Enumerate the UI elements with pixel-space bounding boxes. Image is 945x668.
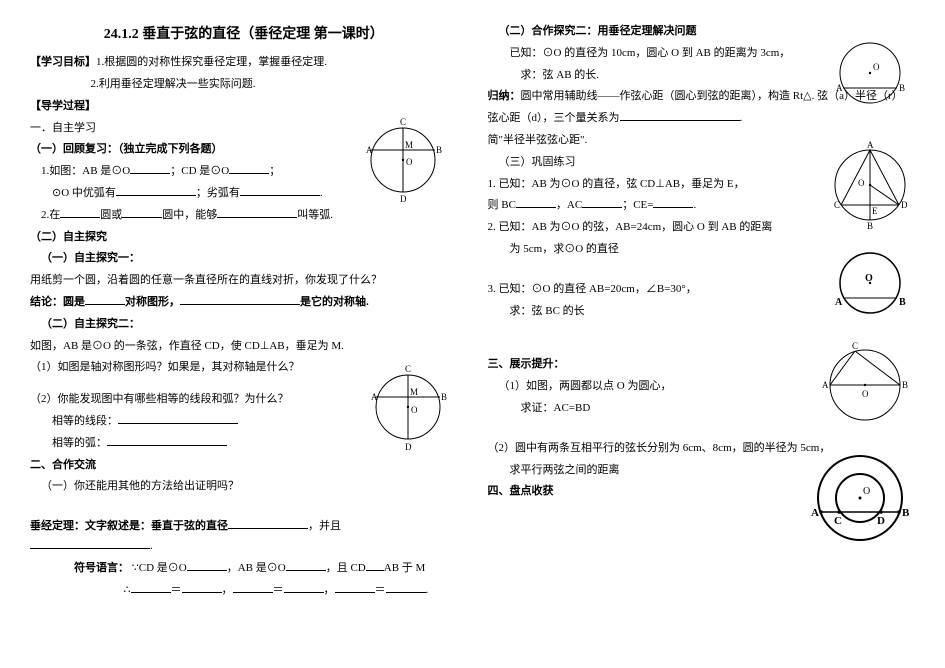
- svg-text:A: A: [867, 140, 874, 150]
- svg-text:B: B: [436, 145, 442, 155]
- explore1-heading: （一）自主探究一：: [30, 249, 458, 269]
- svg-text:O: O: [858, 178, 865, 188]
- left-column: 24.1.2 垂直于弦的直径（垂径定理 第一课时） 【学习目标】1.根据圆的对称…: [30, 20, 458, 602]
- blank: [228, 517, 308, 529]
- svg-text:A: A: [366, 145, 373, 155]
- blank: [130, 162, 170, 174]
- blank: [386, 581, 426, 593]
- blank: [229, 162, 269, 174]
- process-heading: 【导学过程】: [30, 97, 458, 117]
- svg-text:C: C: [400, 117, 406, 127]
- svg-text:M: M: [410, 387, 418, 397]
- svg-text:O: O: [863, 486, 870, 497]
- goals-line: 【学习目标】1.根据圆的对称性探究垂径定理，掌握垂径定理.: [30, 53, 458, 73]
- blank: [366, 559, 384, 571]
- figure-circle-cd-perp: A B C D O M: [368, 360, 448, 455]
- figure-r1: O A B: [825, 38, 915, 113]
- svg-text:B: B: [899, 297, 906, 308]
- explore2-text1: 如图，AB 是⊙O 的一条弦，作直径 CD，使 CD⊥AB，垂足为 M.: [30, 337, 458, 357]
- figure-r5-concentric: O A C D B: [805, 450, 915, 550]
- blank: [180, 293, 300, 305]
- svg-text:A: A: [835, 297, 843, 308]
- symbol-line1: 符号语言： ∵CD 是⊙O，AB 是⊙O，且 CDAB 于 M: [30, 559, 458, 579]
- explore2-heading: （二）自主探究二：: [30, 315, 458, 335]
- blank: [286, 559, 326, 571]
- symbol-line2: ∴＝，＝，＝.: [30, 581, 458, 601]
- blank: [30, 537, 150, 549]
- figure-r2: A C D B E O: [825, 140, 915, 230]
- goals-heading: 【学习目标】: [30, 56, 96, 68]
- blank: [620, 109, 740, 121]
- svg-text:D: D: [901, 200, 908, 210]
- q2-line: 2.在圆或圆中，能够叫等弧.: [30, 206, 458, 226]
- blank: [653, 196, 693, 208]
- svg-text:A: A: [836, 83, 843, 93]
- svg-text:D: D: [405, 442, 412, 452]
- explore-heading: （二）自主探究: [30, 228, 458, 248]
- blank: [516, 196, 556, 208]
- explore1-text: 用纸剪一个圆，沿着圆的任意一条直径所在的直线对折，你发现了什么？: [30, 271, 458, 291]
- blank: [118, 412, 238, 424]
- svg-text:O: O: [873, 62, 880, 72]
- blank: [116, 184, 196, 196]
- svg-text:M: M: [405, 140, 413, 150]
- svg-text:E: E: [872, 206, 878, 216]
- theorem-line: 垂经定理：文字叙述是：垂直于弦的直径，并且.: [30, 517, 458, 557]
- blank: [217, 206, 297, 218]
- svg-text:C: C: [405, 364, 411, 374]
- goal-1: 1.根据圆的对称性探究垂径定理，掌握垂径定理.: [96, 56, 327, 68]
- right-column: （二）合作探究二：用垂径定理解决问题 O A B 已知：⊙O 的直径为 10cm…: [488, 20, 916, 602]
- blank: [182, 581, 222, 593]
- blank: [187, 559, 227, 571]
- svg-text:A: A: [822, 380, 829, 390]
- svg-text:B: B: [867, 221, 873, 230]
- svg-text:B: B: [902, 507, 910, 519]
- doc-title: 24.1.2 垂直于弦的直径（垂径定理 第一课时）: [30, 22, 458, 47]
- svg-text:D: D: [400, 194, 407, 204]
- svg-text:B: B: [899, 83, 905, 93]
- svg-text:A: A: [811, 507, 819, 519]
- svg-text:C: C: [834, 515, 842, 527]
- figure-r4: C A B O: [815, 340, 915, 425]
- blank: [107, 434, 227, 446]
- blank: [284, 581, 324, 593]
- figure-r3: O A B: [825, 248, 915, 323]
- figure-circle-abcd: A B C D O M: [358, 115, 448, 205]
- svg-text:B: B: [902, 380, 908, 390]
- blank: [131, 581, 171, 593]
- svg-text:C: C: [834, 200, 840, 210]
- section-2-q: （一）你还能用其他的方法给出证明吗？: [30, 477, 458, 497]
- conclusion-line: 结论：圆是对称图形，是它的对称轴.: [30, 293, 458, 313]
- svg-text:A: A: [371, 392, 378, 402]
- blank: [85, 293, 125, 305]
- goal-2: 2.利用垂径定理解决一些实际问题.: [30, 75, 458, 95]
- blank: [60, 206, 100, 218]
- svg-text:O: O: [865, 273, 873, 284]
- svg-text:D: D: [877, 515, 885, 527]
- blank: [582, 196, 622, 208]
- svg-text:B: B: [441, 392, 447, 402]
- svg-text:O: O: [411, 405, 418, 415]
- svg-text:O: O: [862, 389, 869, 399]
- svg-text:C: C: [852, 341, 858, 351]
- svg-text:O: O: [406, 157, 413, 167]
- blank: [335, 581, 375, 593]
- section-2: 二、合作交流: [30, 456, 458, 476]
- blank: [233, 581, 273, 593]
- blank: [122, 206, 162, 218]
- blank: [240, 184, 320, 196]
